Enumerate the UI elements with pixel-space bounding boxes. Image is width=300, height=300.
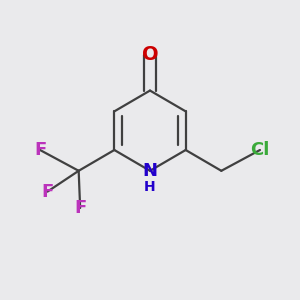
Text: O: O [142, 45, 158, 64]
Text: H: H [144, 180, 156, 194]
Text: F: F [34, 141, 46, 159]
Text: Cl: Cl [250, 141, 270, 159]
Text: N: N [142, 162, 158, 180]
Text: F: F [74, 199, 86, 217]
Text: F: F [41, 183, 54, 201]
